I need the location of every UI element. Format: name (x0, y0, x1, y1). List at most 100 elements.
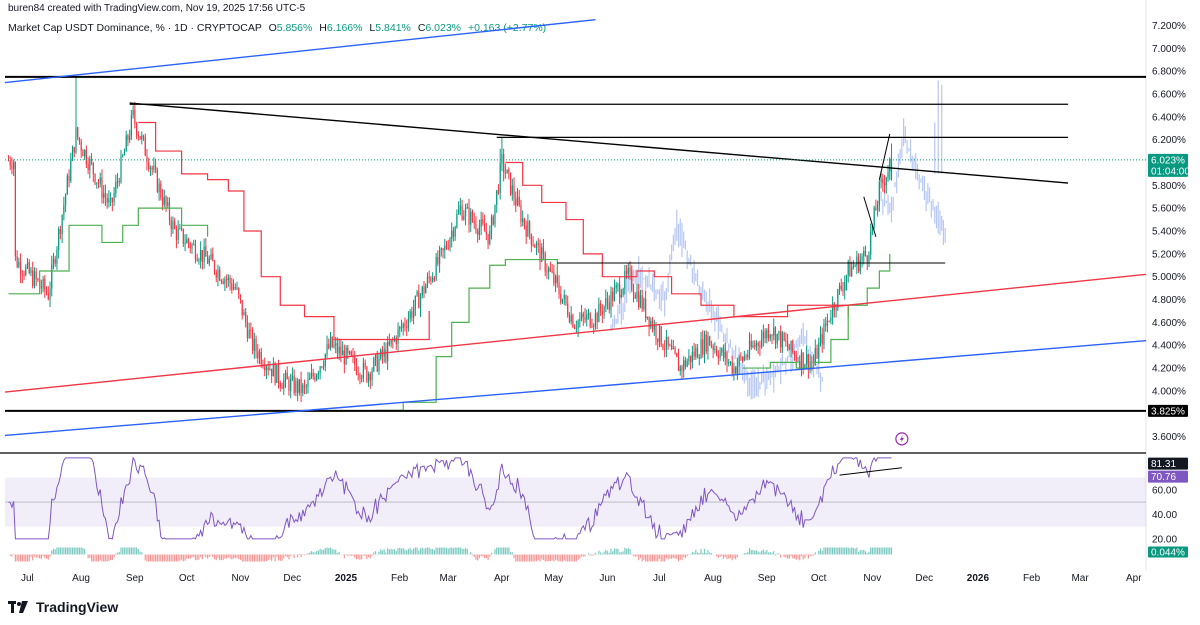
candle (366, 365, 368, 384)
candle (733, 362, 735, 381)
projection-bar (896, 171, 898, 194)
candle-body (483, 223, 486, 232)
candle-body (560, 294, 562, 303)
candle (845, 274, 848, 291)
candle-body (361, 377, 363, 379)
candle-body (606, 298, 609, 303)
macd-bar (300, 554, 302, 558)
macd-bar (695, 549, 697, 555)
candle-body (177, 228, 179, 240)
macd-bar (404, 549, 406, 555)
candle (501, 137, 503, 171)
candle (645, 291, 647, 323)
candle (832, 296, 834, 325)
macd-bar (414, 547, 416, 555)
candle-body (444, 245, 446, 251)
macd-bar (821, 550, 823, 555)
candle-body (99, 177, 101, 184)
candle-body (826, 320, 829, 326)
macd-bar (189, 554, 191, 559)
candle (459, 197, 461, 216)
candle (284, 369, 287, 388)
projection-bar (769, 370, 771, 386)
candle-body (480, 219, 482, 228)
candle (97, 179, 100, 189)
candle (793, 350, 796, 361)
candle (40, 279, 42, 295)
macd-bar (754, 550, 756, 555)
macd-bar (672, 554, 674, 558)
macd-bar (433, 550, 435, 555)
candle-body (882, 179, 884, 184)
candle-body (665, 336, 668, 349)
candle-body (277, 364, 280, 383)
macd-bar (580, 554, 583, 557)
candle-body (90, 158, 93, 163)
candle (806, 345, 808, 368)
candle (529, 220, 531, 240)
candle-body (288, 379, 290, 392)
candle (96, 182, 98, 189)
candle (624, 264, 626, 295)
candle-body (257, 351, 259, 359)
macd-bar (783, 554, 785, 557)
candle (587, 308, 590, 320)
macd-bar (387, 548, 389, 555)
candle (68, 169, 70, 188)
macd-bar (94, 554, 96, 562)
candle-body (348, 351, 351, 353)
candle (490, 214, 493, 240)
projection-bar (716, 307, 718, 322)
projection-bar (658, 289, 661, 309)
candle-body (421, 286, 423, 296)
projection-bar (882, 199, 884, 215)
candle (135, 121, 138, 140)
macd-bar (390, 548, 392, 555)
projection-bar (665, 288, 668, 301)
macd-bar (473, 554, 475, 557)
candle-body (485, 231, 487, 235)
candle (828, 320, 830, 323)
candle (570, 306, 572, 325)
macd-bar (577, 554, 579, 560)
macd-bar (312, 551, 314, 555)
candle-body (371, 371, 373, 381)
candle-body (367, 373, 370, 382)
candle-body (596, 313, 598, 323)
candle-body (705, 334, 707, 352)
candle-body (279, 382, 281, 388)
macd-bar (16, 554, 18, 562)
candle-body (683, 360, 685, 372)
macd-bar (702, 553, 704, 555)
candle (629, 261, 631, 281)
macd-bar (120, 547, 122, 555)
candle-body (567, 303, 569, 316)
candle-body (437, 257, 439, 264)
candle (670, 339, 673, 351)
candle (232, 279, 235, 291)
price-tick-label: 5.400% (1152, 227, 1186, 238)
candle-body (477, 230, 479, 235)
candle-body (636, 291, 638, 299)
current-price-tag-bg (1148, 153, 1188, 166)
candle (409, 308, 411, 323)
macd-bar (506, 547, 508, 555)
time-tick-label: Apr (494, 573, 510, 584)
candle-body (470, 211, 472, 225)
projection-bar (650, 284, 652, 290)
tradingview-logo[interactable]: TradingView (8, 599, 118, 615)
candle (452, 226, 455, 242)
candle (755, 340, 758, 351)
macd-bar (52, 548, 55, 555)
candle (395, 335, 397, 350)
macd-bar (522, 554, 524, 562)
candle (838, 282, 841, 296)
macd-bar (461, 548, 463, 555)
macd-bar (397, 548, 399, 555)
candle (873, 205, 875, 230)
macd-bar (260, 554, 262, 562)
candle-body (329, 336, 332, 349)
candle-body (492, 216, 494, 225)
macd-bar (303, 554, 306, 556)
